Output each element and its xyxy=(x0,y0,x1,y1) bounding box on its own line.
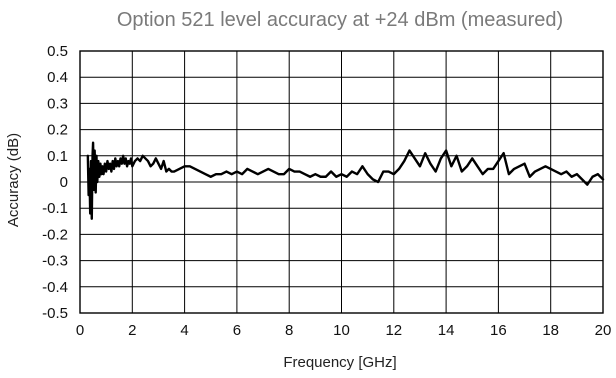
x-axis-label: Frequency [GHz] xyxy=(283,354,396,371)
y-tick-label: 0.3 xyxy=(47,95,68,112)
y-tick-label: -0.3 xyxy=(42,253,68,270)
chart-title: Option 521 level accuracy at +24 dBm (me… xyxy=(117,9,563,31)
x-tick-label: 18 xyxy=(542,322,559,339)
series-line-accuracy xyxy=(86,141,605,220)
y-tick-label: 0.2 xyxy=(47,122,68,139)
x-tick-label: 12 xyxy=(385,322,402,339)
y-tick-label: -0.5 xyxy=(42,305,68,322)
y-axis-label: Accuracy (dB) xyxy=(5,133,22,227)
plot-frame xyxy=(79,50,604,314)
y-tick-label: 0.1 xyxy=(47,148,68,165)
y-tick-label: -0.2 xyxy=(42,226,68,243)
y-tick-label: 0.5 xyxy=(47,43,68,60)
y-tick-label: -0.1 xyxy=(42,200,68,217)
x-tick-label: 2 xyxy=(128,322,136,339)
y-tick-label: -0.4 xyxy=(42,279,68,296)
x-tick-label: 8 xyxy=(285,322,293,339)
x-tick-label: 6 xyxy=(233,322,241,339)
x-tick-label: 10 xyxy=(333,322,350,339)
x-tick-label: 14 xyxy=(438,322,455,339)
y-tick-label: 0.4 xyxy=(47,69,68,86)
y-tick-label: 0 xyxy=(60,174,68,191)
x-tick-label: 16 xyxy=(490,322,507,339)
series-layer xyxy=(86,141,605,220)
tick-labels: 0 2 4 6 8 10 12 14 16 18 20 0.5 0.4 0.3 0.2 0.1 0 -0.1 -0.… xyxy=(42,43,611,339)
x-tick-label: 20 xyxy=(595,322,612,339)
grid-layer xyxy=(79,50,604,314)
x-tick-label: 0 xyxy=(76,322,84,339)
x-tick-label: 4 xyxy=(180,322,188,339)
